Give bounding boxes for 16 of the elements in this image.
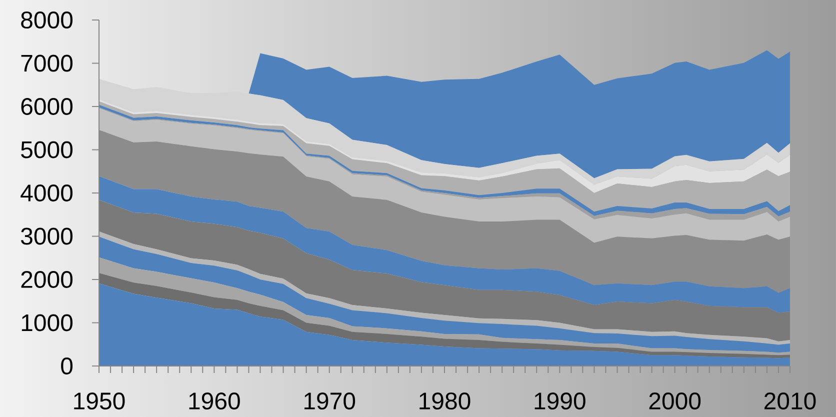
y-tick-label: 2000 (21, 271, 73, 288)
x-tick-label: 1960 (189, 392, 240, 410)
y-tick-label: 4000 (20, 184, 73, 202)
y-tick-label: 8000 (21, 12, 73, 28)
x-tick-label: 2000 (649, 392, 701, 410)
x-tick-label: 1990 (534, 392, 586, 410)
x-tick-label: 1980 (420, 392, 470, 410)
x-tick-label: 2010 (764, 392, 816, 410)
x-tick-label: 1950 (74, 392, 125, 410)
y-tick-label: 6000 (21, 98, 73, 115)
y-tick-label: 1000 (22, 314, 73, 332)
y-tick-label: 7000 (21, 54, 73, 72)
y-tick-label: 0 (61, 358, 73, 374)
x-tick-label: 1970 (304, 392, 356, 410)
y-tick-label: 3000 (21, 228, 73, 245)
y-tick-label: 5000 (21, 141, 73, 158)
